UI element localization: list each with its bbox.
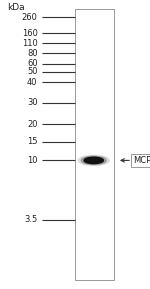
Text: MCP3: MCP3 [134,156,150,165]
Text: 60: 60 [27,59,38,68]
Ellipse shape [84,157,104,164]
Text: 30: 30 [27,98,38,107]
Bar [75,9,114,280]
Text: 160: 160 [22,29,38,38]
Text: 110: 110 [22,39,38,48]
Ellipse shape [78,155,109,166]
Text: 10: 10 [27,156,38,165]
Text: 40: 40 [27,78,38,87]
Ellipse shape [81,156,106,164]
Text: kDa: kDa [8,3,25,12]
Text: 50: 50 [27,67,38,76]
Text: 80: 80 [27,49,38,58]
Text: 15: 15 [27,137,38,146]
Text: 20: 20 [27,120,38,129]
Text: 3.5: 3.5 [24,215,38,224]
Text: 260: 260 [22,13,38,22]
